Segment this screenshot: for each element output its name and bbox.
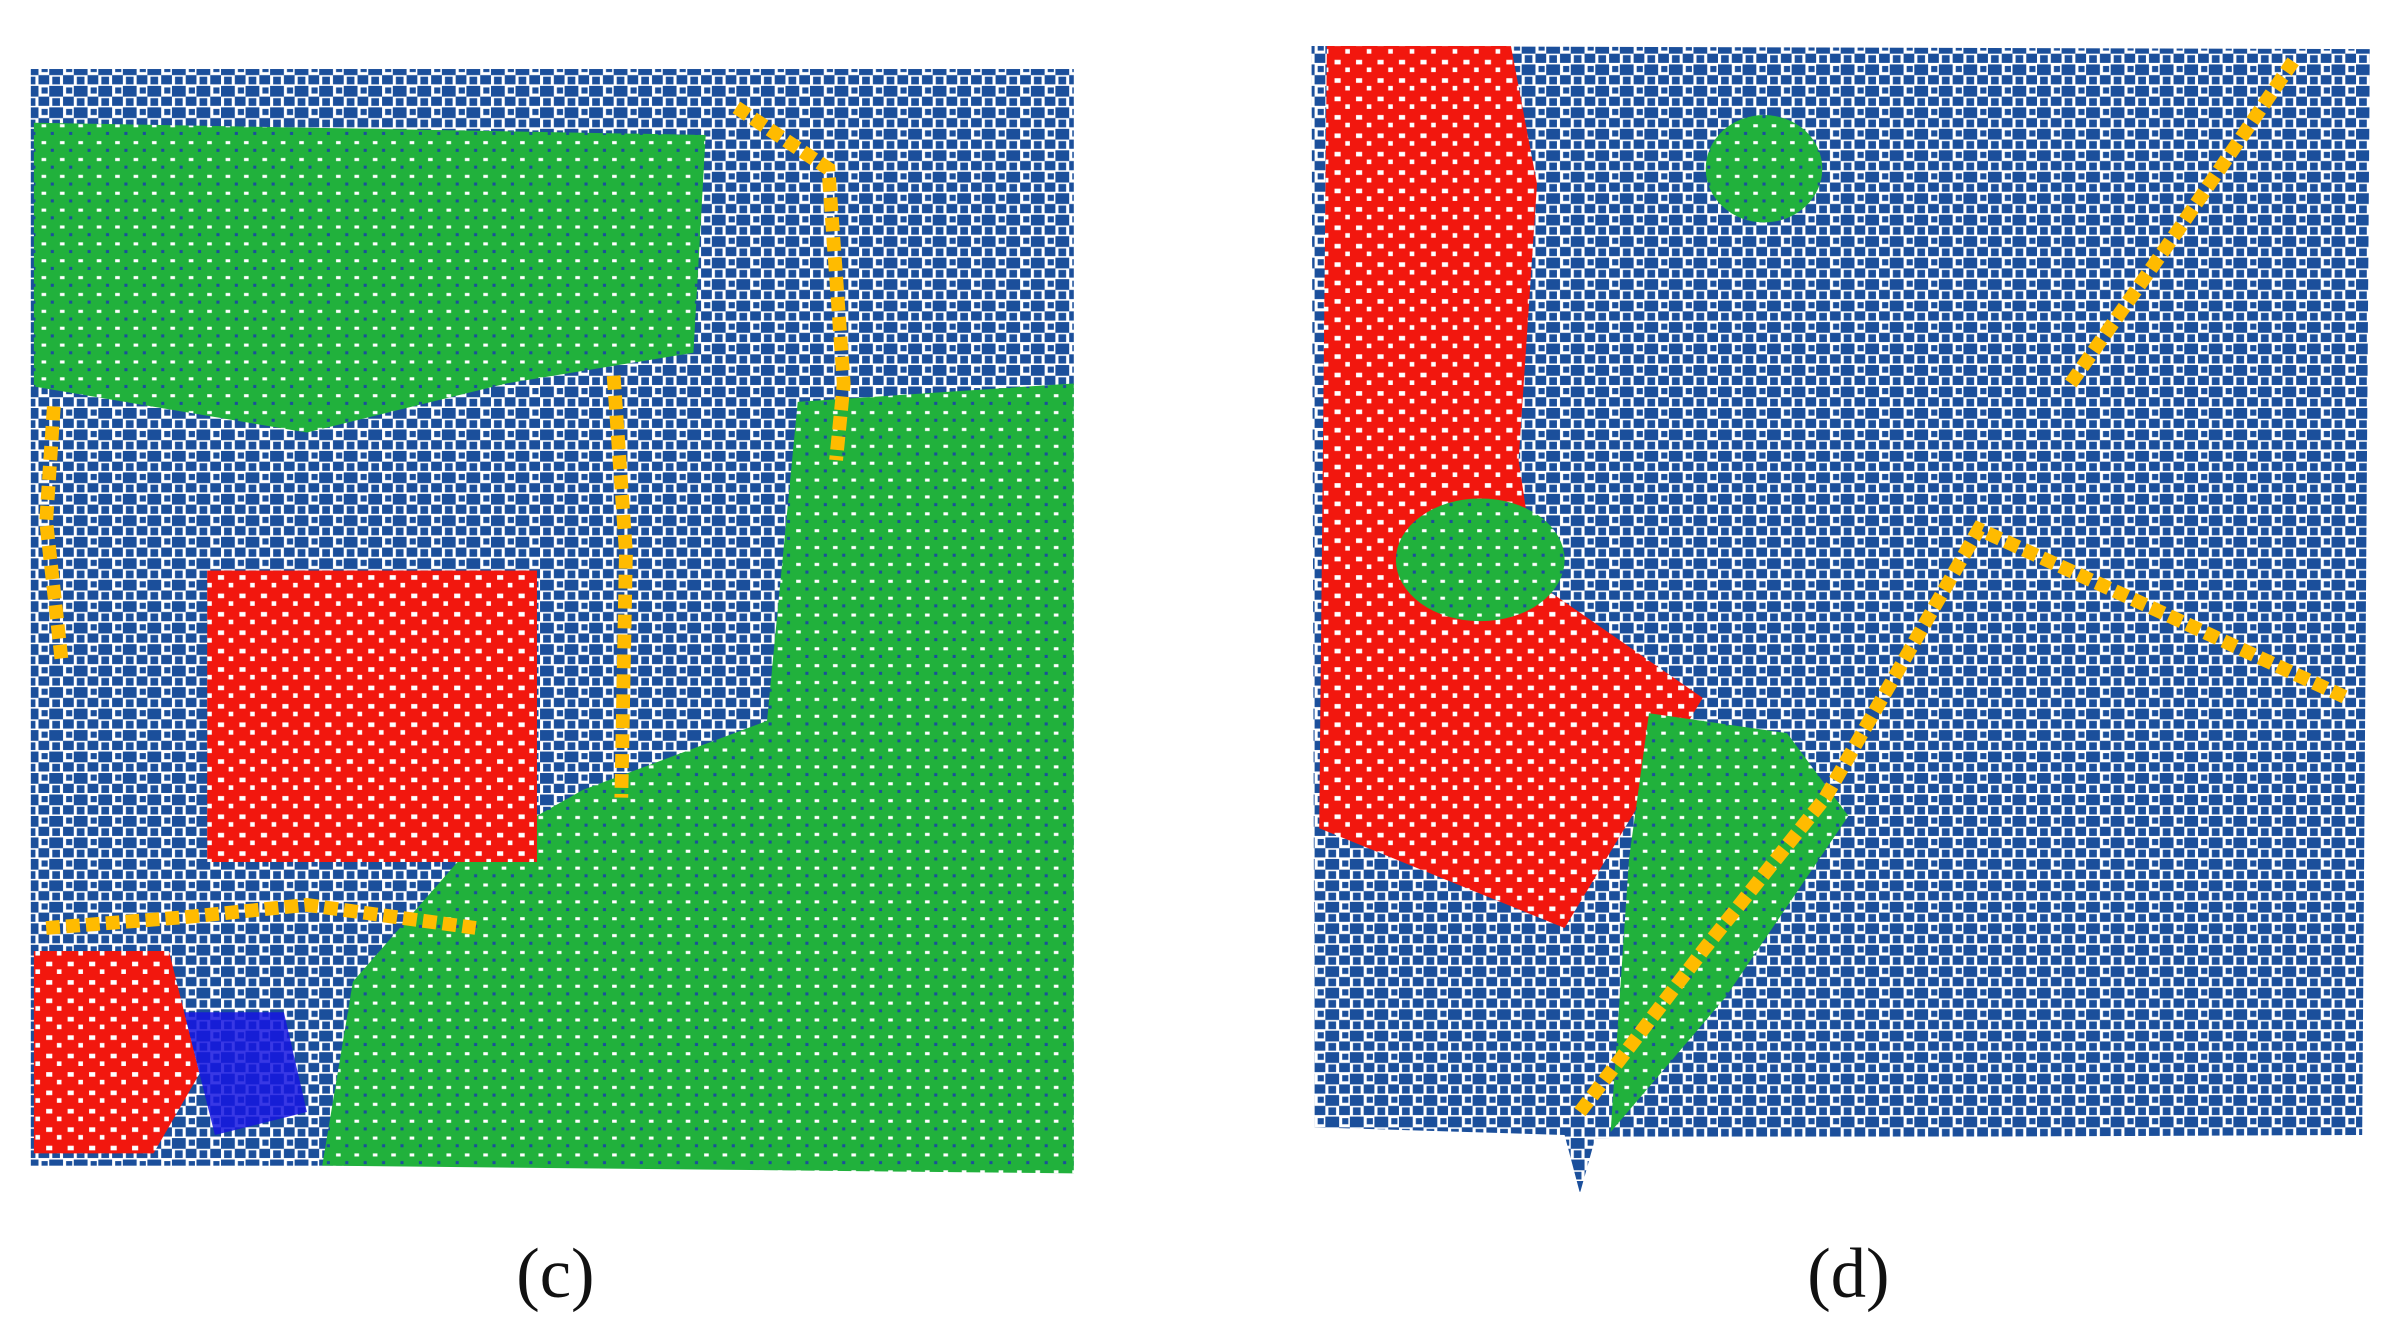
green-region [1705, 115, 1823, 223]
green-region [1395, 498, 1565, 622]
panel-label: (d) [1807, 1235, 1889, 1313]
green-region [322, 383, 1074, 1174]
yellow-lines [39, 101, 851, 935]
panel-label: (c) [516, 1235, 594, 1313]
red-region [33, 950, 200, 1154]
panel-c [30, 69, 1074, 1174]
panel-d [1311, 46, 2370, 1194]
red-region [207, 570, 537, 862]
yellow-lines [1574, 57, 2350, 1117]
green-region [33, 122, 706, 433]
red-region [1319, 46, 1703, 928]
blue-cluster [184, 1012, 307, 1136]
